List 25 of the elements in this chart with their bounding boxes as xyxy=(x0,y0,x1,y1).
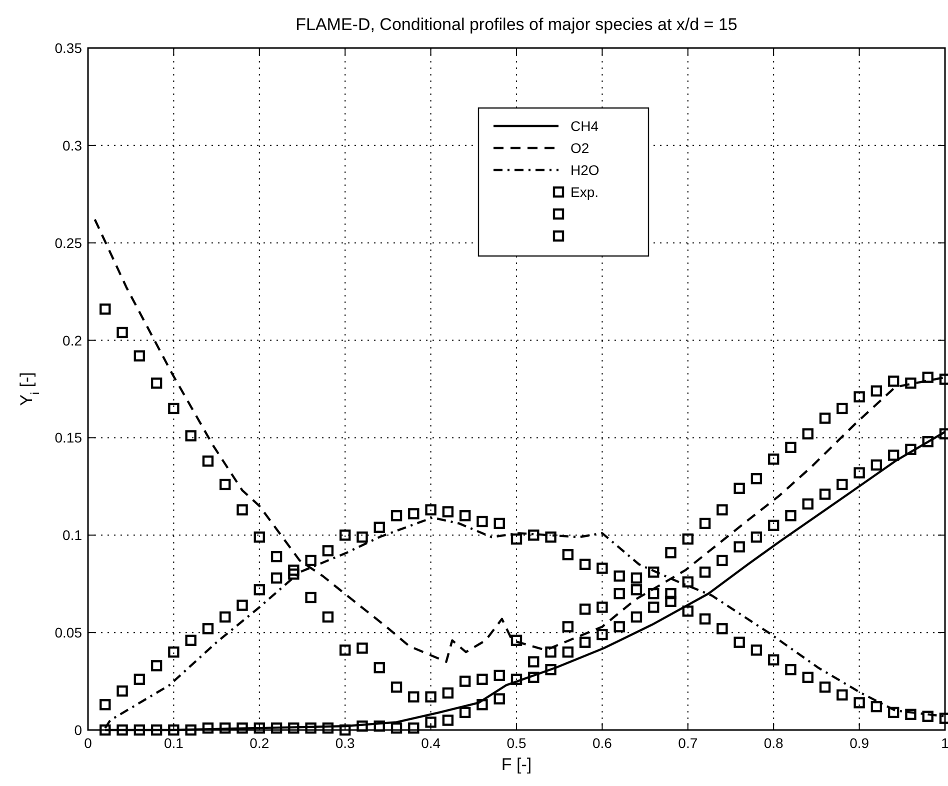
x-tick-label: 0.9 xyxy=(850,735,870,751)
chart-title: FLAME-D, Conditional profiles of major species at x/d = 15 xyxy=(296,15,738,34)
y-tick-label: 0.05 xyxy=(54,624,82,641)
x-tick-label: 0.3 xyxy=(335,735,356,751)
x-tick-label: 0.7 xyxy=(678,735,698,751)
y-tick-label: 0.25 xyxy=(54,234,82,251)
x-tick-label: 1 xyxy=(941,735,948,751)
legend-label: H2O xyxy=(570,162,600,178)
y-tick-label: 0.2 xyxy=(62,332,82,348)
y-tick-label: 0 xyxy=(74,722,82,738)
y-tick-label: 0.15 xyxy=(54,430,82,446)
x-tick-label: 0.4 xyxy=(421,735,441,751)
x-tick-label: 0 xyxy=(84,735,92,751)
x-tick-label: 0.2 xyxy=(250,735,270,751)
x-tick-label: 0.1 xyxy=(164,735,184,751)
y-tick-label: 0.35 xyxy=(54,40,82,56)
x-axis-title: F [-] xyxy=(501,755,532,774)
x-tick-label: 0.6 xyxy=(592,735,612,751)
legend-label: O2 xyxy=(570,140,590,156)
legend-label: CH4 xyxy=(570,118,599,134)
y-tick-label: 0.3 xyxy=(62,137,82,154)
x-tick-label: 0.8 xyxy=(764,735,784,751)
legend-label: Exp. xyxy=(570,184,599,200)
x-tick-label: 0.5 xyxy=(506,735,526,751)
y-tick-label: 0.1 xyxy=(62,527,82,544)
